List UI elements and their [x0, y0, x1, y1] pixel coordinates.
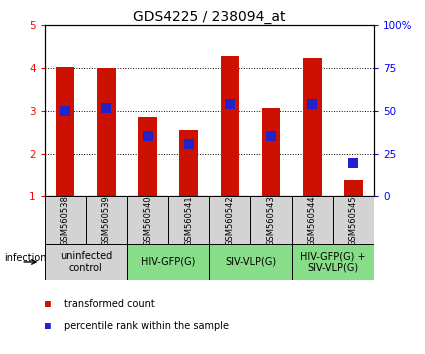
Text: ■: ■ [45, 299, 51, 309]
Text: GSM560545: GSM560545 [349, 195, 358, 246]
Bar [303, 58, 321, 196]
Text: GSM560542: GSM560542 [225, 195, 235, 246]
Point [144, 133, 151, 139]
Text: HIV-GFP(G) +
SIV-VLP(G): HIV-GFP(G) + SIV-VLP(G) [300, 251, 366, 273]
Text: infection: infection [4, 253, 47, 263]
Point [103, 105, 110, 111]
Bar [56, 67, 74, 196]
Point [62, 108, 68, 113]
Text: SIV-VLP(G): SIV-VLP(G) [225, 257, 276, 267]
Point [309, 101, 316, 107]
FancyBboxPatch shape [209, 244, 292, 280]
Text: uninfected
control: uninfected control [60, 251, 112, 273]
Text: percentile rank within the sample: percentile rank within the sample [64, 321, 229, 331]
Point [268, 133, 275, 138]
Text: GSM560543: GSM560543 [266, 195, 275, 246]
Text: ■: ■ [45, 321, 51, 331]
Text: transformed count: transformed count [64, 299, 155, 309]
FancyBboxPatch shape [86, 196, 127, 244]
FancyBboxPatch shape [250, 196, 292, 244]
Point [185, 141, 192, 147]
Title: GDS4225 / 238094_at: GDS4225 / 238094_at [133, 10, 286, 24]
Bar [138, 117, 157, 196]
Bar [344, 180, 363, 196]
FancyBboxPatch shape [292, 244, 374, 280]
Bar [262, 108, 280, 196]
Point [227, 101, 233, 107]
Text: GSM560544: GSM560544 [308, 195, 317, 246]
Text: HIV-GFP(G): HIV-GFP(G) [141, 257, 196, 267]
FancyBboxPatch shape [209, 196, 250, 244]
FancyBboxPatch shape [127, 196, 168, 244]
FancyBboxPatch shape [333, 196, 374, 244]
Text: GSM560541: GSM560541 [184, 195, 193, 246]
Bar [221, 56, 239, 196]
Text: GSM560538: GSM560538 [61, 195, 70, 246]
FancyBboxPatch shape [45, 196, 86, 244]
FancyBboxPatch shape [127, 244, 209, 280]
FancyBboxPatch shape [168, 196, 209, 244]
Text: GSM560539: GSM560539 [102, 195, 111, 246]
FancyBboxPatch shape [45, 244, 127, 280]
Text: GSM560540: GSM560540 [143, 195, 152, 246]
Point [350, 160, 357, 166]
Bar [97, 68, 116, 196]
Bar [179, 130, 198, 196]
FancyBboxPatch shape [292, 196, 333, 244]
